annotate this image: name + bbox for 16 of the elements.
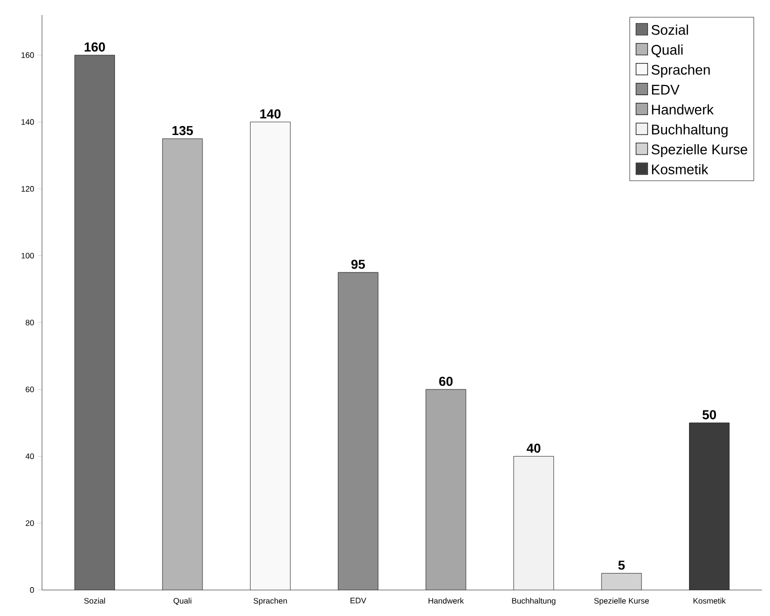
legend-label: EDV: [652, 84, 680, 95]
data-label: 160: [84, 42, 105, 52]
data-label: 50: [702, 410, 716, 420]
legend-label: Spezielle Kurse: [652, 144, 748, 158]
data-label: 40: [526, 444, 540, 453]
legend-label: Handwerk: [652, 104, 714, 115]
data-label: 135: [172, 126, 193, 136]
legend-label: Quali: [652, 44, 683, 58]
data-label: 5: [618, 560, 625, 570]
legend-label: Sprachen: [652, 64, 710, 78]
data-label: 60: [439, 376, 453, 386]
legend-label: Sozial: [652, 24, 688, 35]
data-label: 140: [260, 109, 281, 118]
legend-label: Buchhaltung: [652, 124, 728, 138]
data-label: 95: [351, 260, 365, 269]
legend-label: Kosmetik: [652, 164, 708, 174]
